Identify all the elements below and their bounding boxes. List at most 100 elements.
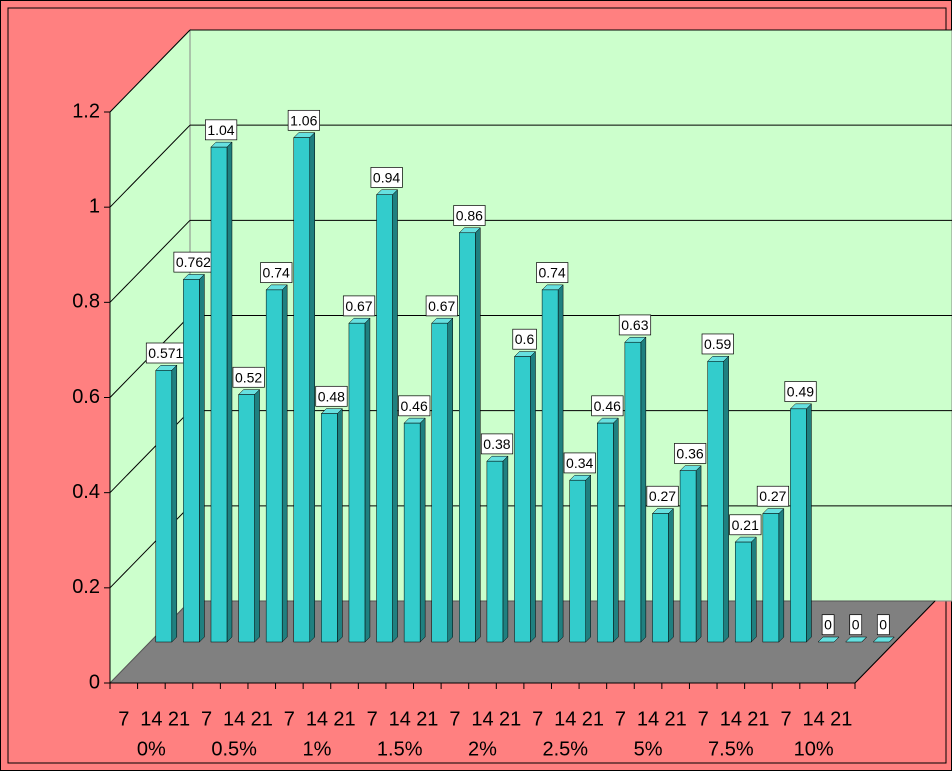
bar-side [723,355,729,643]
y-tick-label: 0.2 [72,576,100,598]
bar-top [817,636,840,643]
data-label: 0.38 [483,436,510,452]
data-label: 0.571 [148,345,183,361]
x-tick-label: 7 [284,708,295,730]
x-group-label: 1.5% [377,738,423,760]
data-label: 0.94 [373,169,400,185]
x-tick-label: 7 [367,708,378,730]
data-label: 0.762 [176,254,211,270]
data-label-box [453,205,486,226]
y-tick-label: 0.8 [72,291,100,313]
bar [541,289,559,643]
data-label-box [674,443,707,464]
bar [734,541,752,643]
x-tick-label: 21 [499,708,521,730]
x-group-label: 2.5% [542,738,588,760]
x-group-label: 0.5% [211,738,257,760]
x-tick-label: 7 [780,708,791,730]
bar-side [778,507,785,643]
bar-side [447,317,453,643]
data-label-box [849,614,863,636]
data-label: 0.67 [428,298,455,314]
y-tick-label: 1.2 [72,100,100,122]
bar [597,422,614,643]
data-label-box [232,366,265,388]
bar-side [585,474,591,643]
data-label-box [260,262,293,283]
bar-side [806,403,812,643]
bar [459,232,476,643]
data-label-box [618,314,652,336]
bar-side [475,227,481,643]
data-label: 0.27 [649,488,676,504]
data-label-box [370,167,403,188]
bar-side [392,189,398,643]
x-tick-label: 14 [471,708,493,730]
data-label: 0.74 [263,265,290,281]
bar-side [668,507,674,643]
data-label-box [729,514,762,536]
bar [376,194,393,643]
x-tick-label: 21 [168,708,190,730]
x-tick-label: 21 [333,708,355,730]
x-tick-label: 21 [830,708,852,730]
data-label-box [591,395,624,417]
bar-side [309,132,316,643]
bar [790,408,807,643]
data-label-box [701,333,734,355]
bar [514,356,531,643]
bar [210,146,228,643]
bar [652,513,669,643]
bar [486,460,504,643]
x-tick-label: 21 [747,708,769,730]
bar-top [845,636,868,643]
data-label: 0.27 [759,488,786,504]
x-tick-label: 14 [637,708,659,730]
data-label-box [876,614,890,636]
bar [238,394,255,643]
y-tick-label: 1 [89,195,100,217]
data-label: 0.86 [456,207,483,223]
bar [707,361,724,643]
x-tick-label: 14 [306,708,328,730]
grid-line [109,29,191,113]
x-tick-label: 7 [698,708,709,730]
x-group-label: 2% [468,738,497,760]
grid-line [109,219,191,303]
bar-side [364,317,371,643]
data-label: 0.6 [515,331,535,347]
bar [403,422,421,643]
bar-side [281,284,288,643]
bar-side [613,417,619,643]
bar-top [872,636,895,643]
data-label: 0.46 [594,398,621,414]
data-label-box [398,395,431,417]
data-label: 0.63 [621,317,648,333]
data-label-box [342,295,376,317]
x-group-label: 1% [302,738,331,760]
bar-side [750,536,757,643]
bar [293,137,311,643]
bar-side [640,336,647,643]
data-label: 0.34 [566,455,593,471]
data-label: 0.67 [345,298,372,314]
bar-side [530,350,536,643]
bar-side [199,273,205,643]
grid-line [109,124,191,208]
x-tick-label: 21 [416,708,438,730]
x-tick-label: 21 [665,708,687,730]
data-label-box [784,381,817,402]
x-tick-label: 14 [140,708,162,730]
x-tick-label: 14 [802,708,824,730]
data-label-box [756,485,790,507]
bar [265,289,283,643]
y-tick-label: 0.4 [72,481,100,503]
x-tick-label: 14 [223,708,245,730]
bar-side [226,141,233,643]
bar-side [254,388,260,643]
data-label: 0.46 [401,398,428,414]
data-label: 0.36 [676,445,703,461]
data-label-box [536,262,569,283]
bar [321,413,338,643]
